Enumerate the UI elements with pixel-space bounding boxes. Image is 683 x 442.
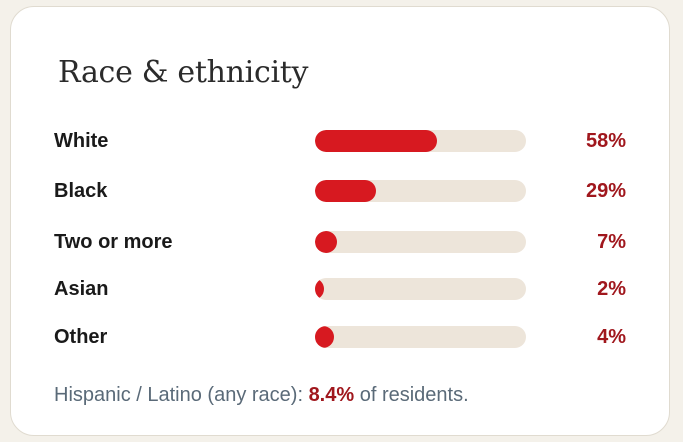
race-label: Other (54, 326, 108, 348)
race-row: Other 4% (11, 321, 669, 353)
footnote-prefix: Hispanic / Latino (any race): (54, 384, 309, 406)
race-label: Two or more (54, 231, 173, 253)
race-value: 7% (597, 231, 626, 253)
race-value: 29% (585, 180, 626, 202)
race-bar-fill (315, 231, 337, 253)
race-row: Black 29% (11, 175, 669, 207)
race-label: Asian (54, 278, 109, 300)
race-row: Asian 2% (11, 273, 669, 305)
race-bar-track (315, 326, 526, 348)
race-bar-track (315, 278, 526, 300)
race-row: Two or more 7% (11, 226, 669, 258)
card-title: Race & ethnicity (58, 55, 309, 90)
race-label: White (54, 130, 109, 152)
race-label: Black (54, 180, 108, 202)
race-bar-track (315, 180, 526, 202)
race-bar-fill (315, 130, 438, 152)
race-rows: White 58% Black 29% Two or more 7% Asian 2% Othe… (11, 7, 669, 435)
race-bar-track (315, 231, 526, 253)
footnote-value: 8.4% (308, 384, 355, 406)
race-bar-fill (315, 180, 377, 202)
race-bar-fill (315, 278, 325, 300)
race-value: 2% (597, 278, 626, 300)
race-value: 4% (597, 326, 626, 348)
hispanic-footnote: Hispanic / Latino (any race): 8.4% of re… (54, 381, 469, 409)
race-row: White 58% (11, 125, 669, 157)
race-value: 58% (585, 130, 626, 152)
race-ethnicity-card: Race & ethnicity White 58% Black 29% Two or … (10, 6, 670, 436)
race-bar-fill (315, 326, 334, 348)
footnote-suffix: of residents. (354, 384, 469, 406)
race-bar-track (315, 130, 526, 152)
